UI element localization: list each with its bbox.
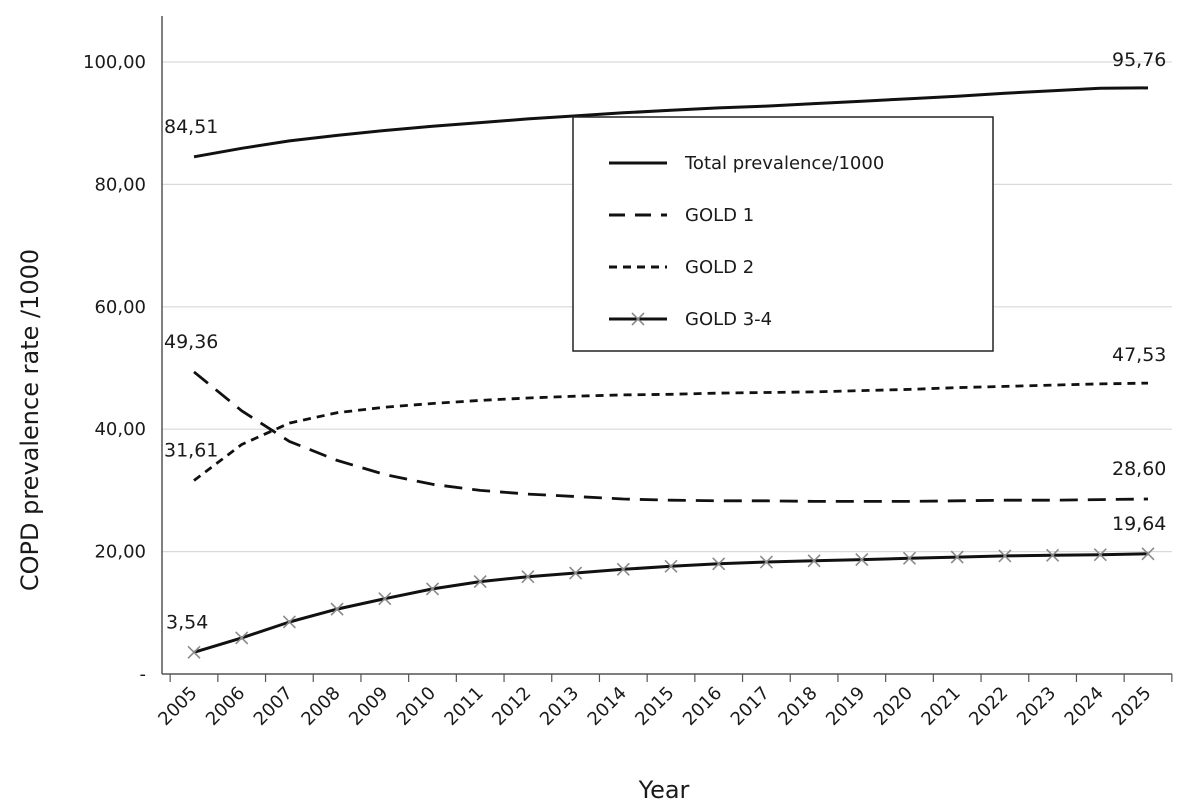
x-axis-title: Year — [638, 776, 690, 804]
data-point-marker — [1141, 547, 1155, 561]
data-point-marker — [807, 554, 821, 568]
data-point-marker — [616, 562, 630, 576]
x-tick-label: 2008 — [297, 683, 344, 730]
data-label: 95,76 — [1112, 49, 1166, 71]
data-point-marker — [282, 615, 296, 629]
legend: Total prevalence/1000 GOLD 1 GOLD 2 GOLD 3-… — [572, 116, 994, 352]
y-tick-label: - — [140, 664, 147, 685]
data-label: 84,51 — [164, 116, 218, 138]
x-tick-label: 2016 — [679, 683, 726, 730]
axes — [161, 16, 1172, 675]
x-tick-label: 2006 — [202, 683, 249, 730]
x-tick-label: 2017 — [727, 683, 774, 730]
data-labels: 84,51 95,76 49,36 28,60 31,61 47,53 3,54 19,64 — [164, 49, 1166, 633]
data-point-marker — [330, 602, 344, 616]
legend-item: Total prevalence/1000 — [609, 153, 884, 174]
data-point-marker — [473, 575, 487, 589]
data-point-marker — [664, 559, 678, 573]
data-label: 28,60 — [1112, 458, 1166, 480]
data-point-marker — [569, 566, 583, 580]
legend-box — [572, 116, 994, 352]
x-tick-label: 2012 — [488, 683, 535, 730]
data-point-marker — [950, 550, 964, 564]
x-tick-label: 2018 — [774, 683, 821, 730]
y-tick-label: 100,00 — [83, 52, 146, 73]
x-tick-label: 2010 — [393, 683, 440, 730]
x-tick-label: 2019 — [822, 683, 869, 730]
data-point-marker — [425, 582, 440, 596]
data-point-marker — [187, 645, 201, 659]
x-tick-label: 2014 — [584, 683, 631, 730]
legend-label: GOLD 2 — [685, 257, 754, 278]
data-point-marker — [902, 551, 917, 565]
data-point-marker — [1093, 548, 1107, 562]
x-tick-label: 2011 — [440, 683, 487, 730]
data-point-marker — [235, 631, 249, 645]
x-tick-label: 2015 — [631, 683, 678, 730]
data-point-marker — [759, 555, 773, 569]
x-tick-label: 2023 — [1013, 683, 1060, 730]
series-line-gold-2 — [193, 381, 1149, 482]
legend-label: Total prevalence/1000 — [684, 153, 884, 174]
y-tick-label: 20,00 — [94, 542, 146, 563]
y-tick-label: 40,00 — [94, 419, 146, 440]
data-label: 19,64 — [1112, 513, 1166, 535]
x-axis-ticks: 2005 2006 2007 2008 2009 2010 2011 2012 2013 2014… — [154, 674, 1173, 730]
data-label: 49,36 — [164, 331, 218, 353]
series-line-gold-3-4 — [193, 552, 1149, 654]
data-point-marker — [712, 557, 726, 571]
data-label: 3,54 — [166, 611, 208, 633]
series-line-total-prevalence-1000 — [193, 86, 1149, 159]
y-axis-title: COPD prevalence rate /1000 — [16, 249, 44, 591]
x-tick-label: 2025 — [1108, 683, 1155, 730]
legend-item: GOLD 1 — [609, 205, 754, 226]
y-axis-ticks: - 20,00 40,00 60,00 80,00 100,00 — [83, 52, 146, 685]
x-tick-label: 2007 — [250, 683, 297, 730]
data-point-marker — [378, 592, 392, 606]
data-point-marker — [855, 552, 869, 567]
legend-label: GOLD 3-4 — [685, 309, 772, 330]
x-tick-label: 2021 — [917, 683, 964, 730]
data-label: 31,61 — [164, 440, 218, 462]
legend-item: GOLD 2 — [609, 257, 754, 278]
data-point-marker — [631, 312, 645, 326]
data-label: 47,53 — [1112, 344, 1166, 366]
x-tick-label: 2022 — [965, 683, 1012, 730]
series-line-gold-1 — [193, 370, 1149, 503]
x-tick-label: 2005 — [154, 683, 201, 730]
y-tick-label: 80,00 — [94, 174, 146, 195]
legend-label: GOLD 1 — [685, 205, 754, 226]
data-point-marker — [1046, 548, 1060, 562]
legend-item: GOLD 3-4 — [609, 309, 772, 330]
x-tick-label: 2020 — [870, 683, 917, 730]
x-tick-label: 2009 — [345, 683, 392, 730]
y-tick-label: 60,00 — [94, 297, 146, 318]
data-point-marker — [998, 549, 1012, 563]
x-tick-label: 2013 — [536, 683, 583, 730]
data-point-marker — [521, 570, 535, 584]
x-tick-label: 2024 — [1061, 683, 1108, 730]
series-lines — [187, 86, 1155, 659]
